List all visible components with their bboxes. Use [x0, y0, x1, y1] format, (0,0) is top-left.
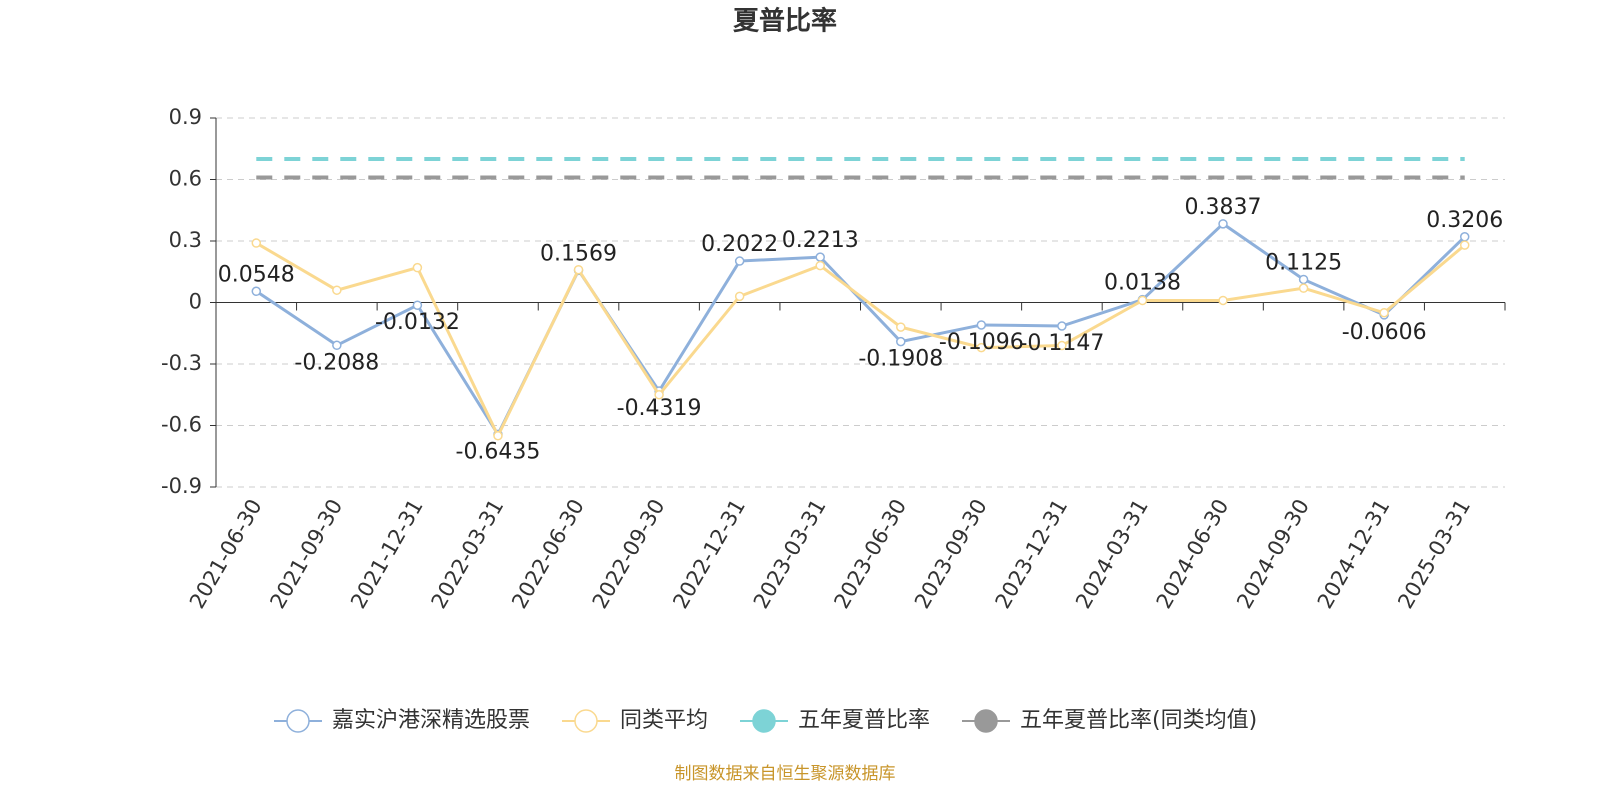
data-point	[573, 264, 584, 275]
data-label: -0.1147	[1019, 331, 1104, 356]
data-label: -0.0132	[375, 310, 460, 335]
data-point	[815, 252, 825, 262]
legend-marker	[974, 709, 998, 733]
x-tick-label: 2023-06-30	[829, 495, 911, 613]
x-tick-label: 2021-09-30	[265, 495, 347, 613]
x-tick-label: 2022-12-31	[668, 495, 750, 613]
data-label: -0.6435	[456, 439, 541, 464]
data-point	[734, 256, 745, 266]
legend-label: 五年夏普比率(同类均值)	[1020, 708, 1257, 733]
data-label: 0.2213	[782, 228, 859, 253]
data-point	[734, 291, 745, 302]
series-line	[255, 241, 1466, 440]
x-tick-label: 2022-09-30	[588, 495, 670, 613]
data-point	[412, 262, 423, 273]
x-tick-label: 2024-09-30	[1232, 495, 1314, 613]
data-label: 0.2022	[701, 232, 778, 257]
y-tick-label: 0.3	[169, 228, 202, 252]
data-label: 0.0548	[218, 262, 295, 287]
data-point	[1057, 321, 1067, 331]
legend-label: 五年夏普比率	[798, 708, 930, 733]
data-label: 0.3837	[1185, 195, 1262, 220]
source-note: 制图数据来自恒生聚源数据库	[675, 764, 896, 784]
x-tick-label: 2023-12-31	[990, 495, 1072, 613]
legend-label: 同类平均	[620, 708, 708, 733]
data-label: -0.4319	[617, 396, 702, 421]
data-point	[1459, 232, 1470, 242]
data-label: 0.3206	[1426, 208, 1503, 233]
y-tick-label: -0.3	[161, 351, 202, 375]
chart-title: 夏普比率	[733, 6, 837, 37]
y-tick-label: 0	[189, 290, 202, 314]
y-tick-label: 0.6	[169, 167, 202, 191]
legend-marker	[286, 709, 310, 733]
data-point	[412, 300, 423, 310]
legend-label: 嘉实沪港深精选股票	[332, 708, 530, 733]
data-label: -0.1096	[939, 330, 1024, 355]
data-label: -0.2088	[294, 350, 379, 375]
data-point	[1218, 295, 1228, 306]
data-point	[976, 320, 987, 330]
data-point	[1218, 219, 1228, 229]
data-point	[976, 342, 987, 353]
x-tick-label: 2021-06-30	[185, 495, 267, 613]
data-label: -0.1908	[858, 347, 943, 372]
data-point	[332, 340, 342, 351]
legend-marker	[574, 709, 598, 733]
series-line	[255, 221, 1466, 438]
x-tick-label: 2023-09-30	[910, 495, 992, 613]
y-tick-label: 0.9	[169, 105, 202, 129]
x-tick-label: 2024-06-30	[1152, 495, 1234, 613]
data-label: 0.1569	[540, 241, 617, 266]
x-tick-label: 2024-03-31	[1071, 495, 1153, 613]
data-point	[1298, 283, 1309, 293]
data-point	[251, 238, 262, 248]
data-point	[1137, 295, 1148, 306]
data-point	[896, 336, 906, 347]
data-label: 0.0138	[1104, 271, 1181, 296]
x-tick-label: 2022-03-31	[427, 495, 509, 613]
data-point	[654, 390, 664, 400]
x-tick-label: 2025-03-31	[1393, 495, 1475, 613]
data-point	[1057, 340, 1067, 351]
data-point	[815, 260, 825, 271]
data-label: -0.0606	[1342, 320, 1427, 345]
data-point	[896, 322, 906, 332]
data-point	[1459, 240, 1470, 250]
x-tick-label: 2023-03-31	[749, 495, 831, 613]
data-point	[1298, 274, 1309, 285]
legend-marker	[752, 709, 776, 733]
y-tick-label: -0.6	[161, 413, 202, 437]
x-tick-label: 2021-12-31	[346, 495, 428, 613]
x-tick-label: 2022-06-30	[507, 495, 589, 613]
data-point	[251, 286, 262, 297]
y-tick-label: -0.9	[161, 474, 202, 498]
data-point	[493, 431, 503, 441]
data-label: 0.1125	[1265, 250, 1342, 275]
data-point	[1379, 308, 1389, 318]
x-tick-label: 2024-12-31	[1313, 495, 1395, 613]
data-point	[332, 285, 342, 295]
